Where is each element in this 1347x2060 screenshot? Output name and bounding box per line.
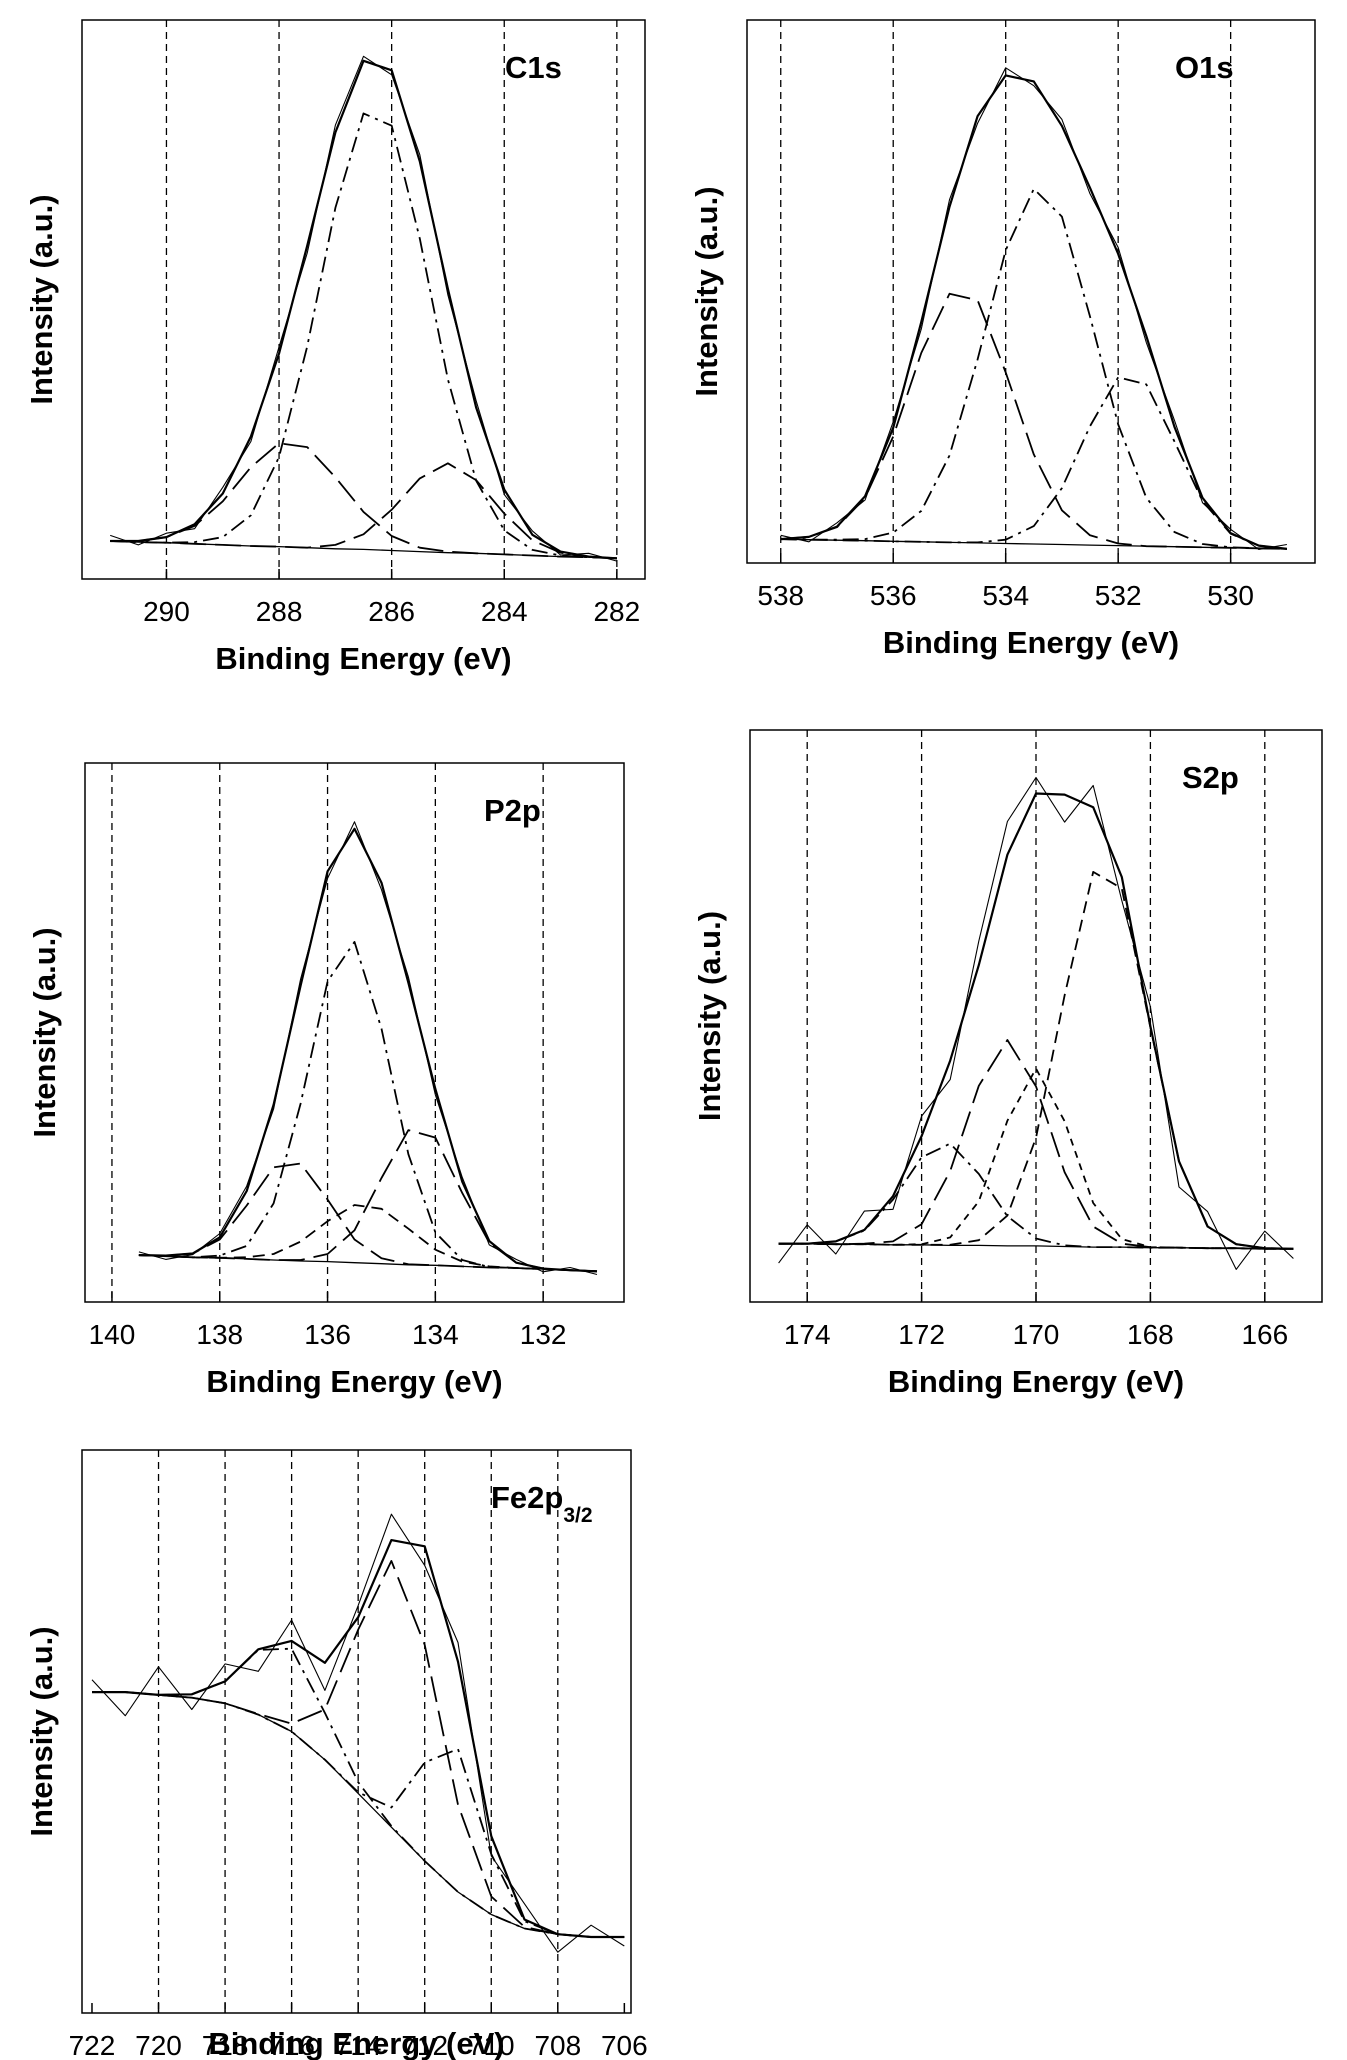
x-tick-label: 132 xyxy=(520,1319,567,1350)
spectrum-line xyxy=(92,1647,625,1938)
x-tick-label: 134 xyxy=(412,1319,459,1350)
x-tick-label: 538 xyxy=(757,580,804,611)
panel: 538 536 534 532 530 O1s Intensity (a.u.) Bindin… xyxy=(689,19,1316,660)
spectrum-line xyxy=(778,792,1294,1250)
x-tick-label: 706 xyxy=(601,2030,648,2060)
spectrum-line xyxy=(780,292,1287,550)
x-tick-label: 288 xyxy=(256,596,303,627)
x-tick-label: 530 xyxy=(1207,580,1254,611)
spectrum-line xyxy=(138,941,598,1273)
panel: 140 138 136 134 132 P2p Intensity (a.u.) Bindin… xyxy=(27,762,625,1399)
y-axis-label: Intensity (a.u.) xyxy=(689,186,724,396)
spectrum-line xyxy=(780,376,1288,550)
spectrum-line xyxy=(91,1513,625,1953)
title-text: Fe2p xyxy=(491,1480,563,1515)
x-tick-label: 174 xyxy=(784,1319,831,1350)
plot-frame xyxy=(81,19,646,580)
y-axis-label: Intensity (a.u.) xyxy=(24,194,59,404)
panel-title: P2p xyxy=(484,793,541,828)
x-tick-label: 720 xyxy=(135,2030,182,2060)
y-axis-label: Intensity (a.u.) xyxy=(692,911,727,1121)
spectrum-line xyxy=(778,776,1294,1270)
panel: 174 172 170 168 166 S2p Intensity (a.u.) Bindin… xyxy=(692,729,1323,1399)
panel-title: S2p xyxy=(1182,760,1239,795)
panel-title: C1s xyxy=(505,50,562,85)
x-tick-label: 138 xyxy=(196,1319,243,1350)
plot-frame xyxy=(84,762,625,1303)
x-tick-label: 714 xyxy=(335,2030,382,2060)
spectrum-line xyxy=(780,74,1288,550)
x-tick-label: 536 xyxy=(870,580,917,611)
x-tick-label: 534 xyxy=(982,580,1029,611)
panel: 290 288 286 284 282 C1s Intensity (a.u.) Bindin… xyxy=(24,19,646,676)
panel: 722 720 718 716 714 712 710 708 706 Fe2p3/2 Intens… xyxy=(24,1449,648,2060)
spectrum-line xyxy=(780,67,1287,550)
y-axis-label: Intensity (a.u.) xyxy=(24,1626,59,1836)
spectrum-line xyxy=(778,1142,1294,1250)
spectrum-line xyxy=(138,821,598,1276)
plot-frame xyxy=(81,1449,632,2014)
spectrum-line xyxy=(110,59,617,560)
spectrum-line xyxy=(110,442,617,560)
panel-title: O1s xyxy=(1175,50,1234,85)
title-text: S2p xyxy=(1182,760,1239,795)
plot-frame xyxy=(746,19,1316,564)
x-tick-label: 532 xyxy=(1095,580,1142,611)
spectrum-line xyxy=(110,55,618,562)
x-tick-label: 284 xyxy=(481,596,528,627)
title-subscript: 3/2 xyxy=(563,1504,592,1527)
x-tick-label: 140 xyxy=(89,1319,136,1350)
x-tick-label: 172 xyxy=(898,1319,945,1350)
x-tick-label: 170 xyxy=(1013,1319,1060,1350)
x-tick-label: 712 xyxy=(401,2030,448,2060)
title-text: C1s xyxy=(505,50,562,85)
x-tick-label: 286 xyxy=(368,596,415,627)
x-tick-label: 282 xyxy=(593,596,640,627)
spectrum-line xyxy=(780,188,1287,550)
x-tick-label: 290 xyxy=(143,596,190,627)
x-tick-label: 716 xyxy=(268,2030,315,2060)
x-axis-label: Binding Energy (eV) xyxy=(888,1364,1184,1399)
panel-title: Fe2p3/2 xyxy=(491,1480,593,1527)
spectrum-line xyxy=(138,1162,598,1273)
x-axis-label: Binding Energy (eV) xyxy=(883,625,1179,660)
title-text: O1s xyxy=(1175,50,1234,85)
spectrum-line xyxy=(110,112,617,560)
spectrum-line xyxy=(92,1560,625,1938)
x-axis-label: Binding Energy (eV) xyxy=(215,641,511,676)
spectrum-line xyxy=(138,1204,598,1273)
x-tick-label: 166 xyxy=(1241,1319,1288,1350)
spectrum-line xyxy=(138,1129,598,1273)
x-axis-label: Binding Energy (eV) xyxy=(206,1364,502,1399)
x-tick-label: 718 xyxy=(202,2030,249,2060)
x-tick-label: 708 xyxy=(534,2030,581,2060)
x-tick-label: 136 xyxy=(304,1319,351,1350)
x-tick-label: 722 xyxy=(69,2030,116,2060)
x-tick-label: 710 xyxy=(468,2030,515,2060)
y-axis-label: Intensity (a.u.) xyxy=(27,927,62,1137)
spectrum-line xyxy=(110,462,617,560)
x-axis-label: Binding Energy (eV) xyxy=(208,2026,504,2060)
x-tick-label: 168 xyxy=(1127,1319,1174,1350)
title-text: P2p xyxy=(484,793,541,828)
spectrum-line xyxy=(778,1067,1294,1250)
